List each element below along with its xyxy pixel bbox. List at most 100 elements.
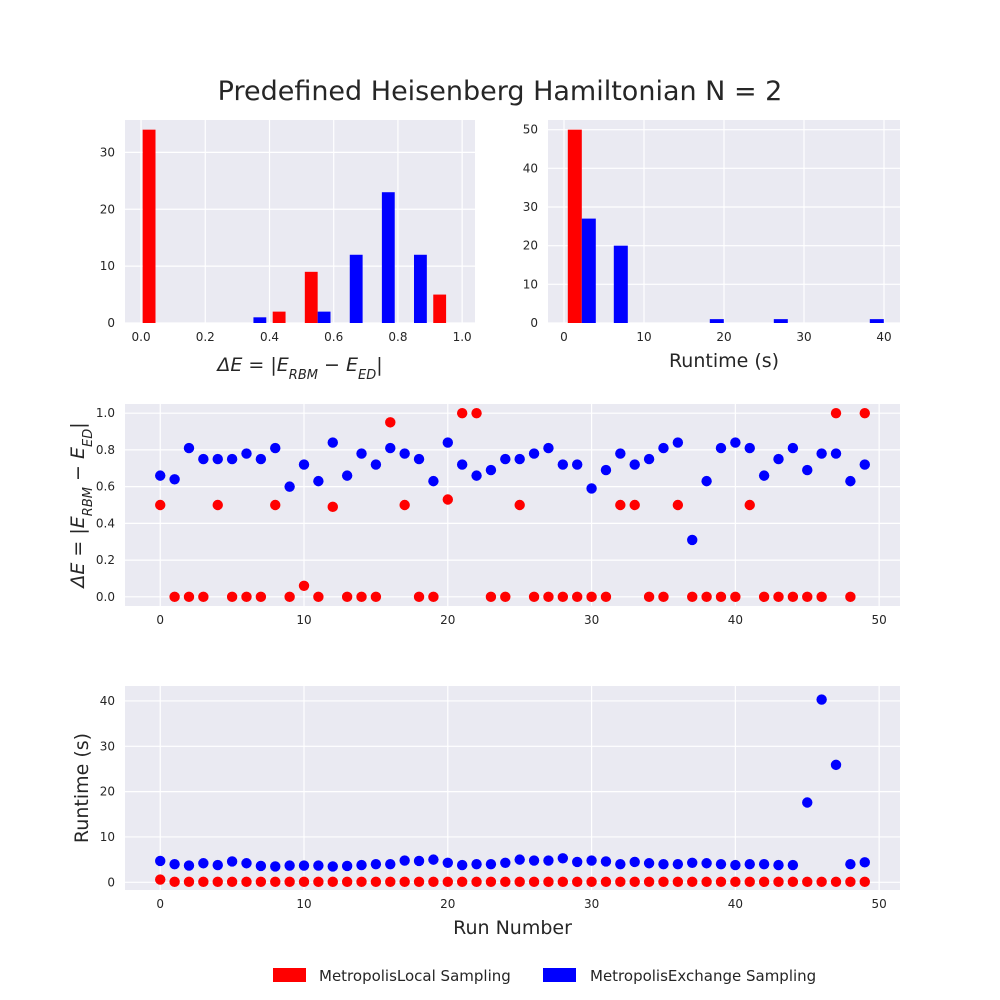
data-point (672, 437, 684, 448)
legend-swatch (543, 968, 576, 982)
data-point (629, 499, 640, 511)
data-point (586, 855, 597, 866)
x-tick-label: 10 (296, 897, 311, 911)
data-point (773, 453, 784, 465)
bar (304, 271, 318, 323)
data-point (744, 876, 755, 888)
legend-item: MetropolisLocal Sampling (273, 967, 511, 985)
data-point (816, 591, 827, 603)
data-point (255, 860, 267, 872)
data-point (586, 876, 597, 888)
data-point (155, 874, 166, 885)
data-point (859, 876, 870, 888)
data-point (600, 591, 612, 603)
data-point (183, 442, 195, 454)
data-point (500, 857, 511, 868)
data-point (155, 470, 166, 481)
data-point (241, 448, 252, 459)
y-tick-label: 10 (100, 259, 115, 273)
data-point (643, 591, 655, 603)
data-point (615, 876, 626, 888)
data-point (802, 876, 813, 888)
data-point (241, 858, 252, 869)
y-tick-label: 0.8 (96, 443, 115, 457)
legend-label: MetropolisExchange Sampling (590, 967, 816, 985)
data-point (155, 855, 166, 867)
data-point (859, 407, 870, 419)
data-point (298, 876, 310, 888)
data-point (313, 475, 324, 487)
data-point (701, 475, 712, 487)
legend: MetropolisLocal Sampling MetropolisExchan… (273, 967, 816, 985)
y-tick-label: 10 (100, 830, 115, 844)
data-point (183, 860, 195, 871)
data-point (270, 499, 281, 511)
data-point (341, 860, 353, 872)
y-tick-label: 0.0 (96, 590, 115, 604)
data-point (471, 470, 482, 481)
bar (317, 311, 331, 323)
data-point (284, 876, 295, 888)
data-point (687, 857, 698, 868)
data-point (701, 876, 712, 888)
data-point (600, 876, 612, 888)
data-point (270, 861, 281, 872)
data-point (255, 453, 267, 465)
data-point (643, 858, 655, 869)
data-point (471, 876, 482, 888)
bar (869, 319, 884, 323)
x-tick-label: 20 (440, 897, 455, 911)
data-point (500, 453, 511, 465)
bar (709, 319, 724, 323)
data-point (557, 876, 569, 888)
data-point (212, 499, 223, 511)
data-point (830, 759, 842, 771)
data-point (313, 876, 324, 888)
data-point (543, 855, 554, 866)
data-point (514, 453, 525, 465)
data-point (241, 591, 252, 603)
bar (581, 218, 596, 323)
data-point (787, 859, 799, 871)
x-tick-label: 0.4 (260, 330, 279, 344)
data-point (485, 876, 497, 888)
x-tick-label: 20 (716, 330, 731, 344)
data-point (672, 499, 684, 511)
plot-area (125, 686, 900, 890)
x-tick-label: 30 (584, 613, 599, 627)
x-tick-label: 50 (872, 897, 887, 911)
data-point (212, 876, 223, 888)
y-tick-label: 20 (523, 239, 538, 253)
data-point (557, 853, 569, 864)
x-axis-label: Run Number (453, 917, 572, 939)
data-point (183, 591, 195, 603)
y-tick-label: 20 (100, 202, 115, 216)
data-point (701, 858, 712, 869)
data-point (385, 876, 396, 888)
legend-item: MetropolisExchange Sampling (543, 967, 816, 985)
data-point (730, 859, 741, 871)
data-point (270, 442, 281, 454)
y-tick-label: 40 (100, 694, 115, 708)
data-point (298, 860, 310, 871)
data-point (715, 858, 727, 870)
data-point (413, 876, 425, 888)
data-point (327, 876, 338, 888)
data-point (744, 499, 755, 511)
data-point (155, 499, 166, 511)
x-tick-label: 0.8 (388, 330, 407, 344)
data-point (226, 591, 238, 603)
data-point (802, 797, 813, 808)
y-tick-label: 30 (523, 200, 538, 214)
data-point (658, 858, 669, 870)
data-point (658, 591, 669, 603)
data-point (255, 591, 267, 603)
data-point (758, 591, 770, 603)
x-tick-label: 0 (156, 613, 164, 627)
data-point (643, 876, 655, 888)
x-tick-label: 0.2 (196, 330, 215, 344)
y-tick-label: 10 (523, 277, 538, 291)
data-point (341, 591, 353, 603)
data-point (485, 591, 497, 603)
y-tick-label: 0.6 (96, 480, 115, 494)
